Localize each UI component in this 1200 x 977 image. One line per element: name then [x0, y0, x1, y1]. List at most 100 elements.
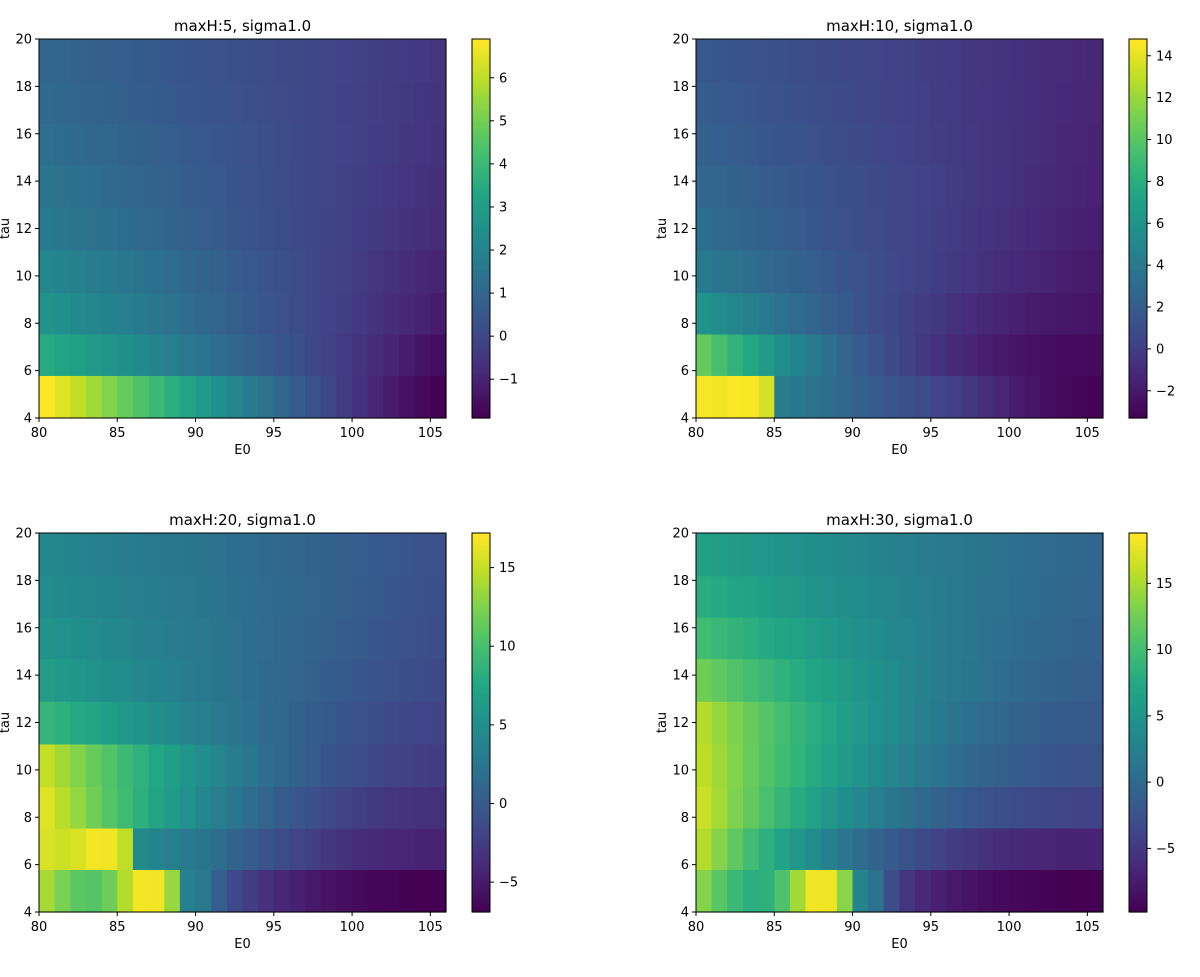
heatmap-cell: [899, 249, 916, 294]
colorbar-segment: [472, 624, 490, 629]
heatmap-cell: [930, 827, 948, 870]
heatmap-cell: [946, 617, 963, 660]
heatmap-cell: [977, 533, 995, 577]
colorbar-segment: [1129, 54, 1147, 59]
heatmap-cell: [836, 533, 854, 577]
colorbar-segment: [1129, 675, 1147, 679]
heatmap-cell: [336, 123, 353, 166]
heatmap-cell: [1009, 81, 1026, 124]
colorbar-segment: [472, 386, 490, 391]
heatmap-cell: [430, 701, 447, 745]
x-tick-label: 100: [340, 920, 365, 935]
colorbar-segment: [472, 206, 490, 211]
heatmap-cell: [101, 617, 118, 660]
heatmap-cell: [1009, 39, 1026, 83]
heatmap-cell: [258, 123, 275, 166]
colorbar-segment: [472, 399, 490, 403]
heatmap-cell: [258, 658, 275, 702]
heatmap-cell: [774, 869, 791, 913]
heatmap-cell: [352, 164, 369, 208]
colorbar-segment: [1129, 899, 1147, 904]
heatmap-cell: [132, 375, 150, 419]
heatmap-cell: [195, 164, 212, 208]
heatmap-cell: [117, 249, 134, 294]
heatmap-cell: [367, 81, 384, 124]
heatmap-cell: [727, 658, 744, 702]
heatmap-cell: [742, 869, 760, 913]
colorbar-segment: [1129, 722, 1147, 727]
y-tick-label: 4: [24, 906, 32, 921]
colorbar-segment: [472, 181, 490, 185]
colorbar-segment: [472, 127, 490, 132]
heatmap-cell: [1024, 375, 1041, 419]
colorbar-segment: [472, 709, 490, 714]
heatmap-cell: [836, 292, 854, 335]
colorbar-segment: [472, 83, 490, 87]
heatmap-cell: [883, 207, 901, 251]
heatmap-cell: [789, 249, 807, 294]
heatmap-cell: [399, 123, 416, 166]
heatmap-cell: [273, 123, 291, 166]
heatmap-cell: [211, 617, 228, 660]
heatmap-cell: [258, 292, 275, 335]
heatmap-cell: [211, 575, 228, 618]
heatmap-cell: [258, 81, 275, 124]
colorbar-segment: [472, 586, 490, 591]
heatmap-cell: [352, 575, 369, 618]
colorbar-tick-label: 1: [499, 287, 507, 302]
heatmap-cell: [915, 869, 932, 913]
colorbar-segment: [1129, 877, 1147, 882]
colorbar-segment: [1129, 653, 1147, 657]
heatmap-cell: [758, 164, 775, 208]
heatmap-cell: [273, 81, 291, 124]
heatmap-cell: [1040, 123, 1057, 166]
colorbar-segment: [472, 301, 490, 305]
heatmap-cell: [85, 658, 103, 702]
colorbar-segment: [1129, 624, 1147, 629]
heatmap-cell: [977, 658, 995, 702]
heatmap-cell: [977, 869, 995, 913]
colorbar-segment: [472, 694, 490, 698]
colorbar-segment: [1129, 348, 1147, 353]
heatmap-cell: [852, 123, 869, 166]
heatmap-cell: [930, 617, 948, 660]
heatmap-cell: [164, 743, 181, 788]
colorbar-segment: [1129, 703, 1147, 708]
heatmap-cell: [148, 743, 165, 788]
heatmap-cell: [758, 786, 775, 829]
colorbar-segment: [472, 250, 490, 255]
heatmap-cell: [117, 743, 134, 788]
heatmap-cell: [946, 39, 963, 83]
heatmap-cell: [383, 827, 400, 870]
heatmap-cell: [399, 81, 416, 124]
heatmap-cell: [993, 786, 1010, 829]
heatmap-cell: [39, 375, 56, 419]
heatmap-cell: [211, 164, 228, 208]
heatmap-cell: [258, 164, 275, 208]
heatmap-cell: [993, 292, 1010, 335]
heatmap-cell: [1040, 701, 1057, 745]
heatmap-cell: [1009, 658, 1026, 702]
colorbar-segment: [472, 209, 490, 214]
heatmap-cell: [305, 292, 322, 335]
colorbar-segment: [1129, 196, 1147, 201]
heatmap-cell: [742, 249, 760, 294]
colorbar-segment: [472, 203, 490, 207]
heatmap-cell: [727, 39, 744, 83]
heatmap-cell: [852, 333, 869, 376]
colorbar-segment: [472, 395, 490, 400]
colorbar-segment: [1129, 67, 1147, 72]
colorbar-segment: [1129, 839, 1147, 844]
heatmap-cell: [977, 207, 995, 251]
heatmap-cell: [774, 575, 791, 618]
heatmap-cell: [101, 533, 118, 577]
colorbar-segment: [472, 95, 490, 100]
heatmap-cell: [742, 743, 760, 788]
colorbar-segment: [1129, 181, 1147, 185]
colorbar-segment: [1129, 804, 1147, 809]
colorbar-segment: [1129, 776, 1147, 780]
heatmap-cell: [993, 164, 1010, 208]
heatmap-cell: [883, 164, 901, 208]
heatmap-cell: [821, 207, 838, 251]
heatmap-cell: [195, 123, 212, 166]
